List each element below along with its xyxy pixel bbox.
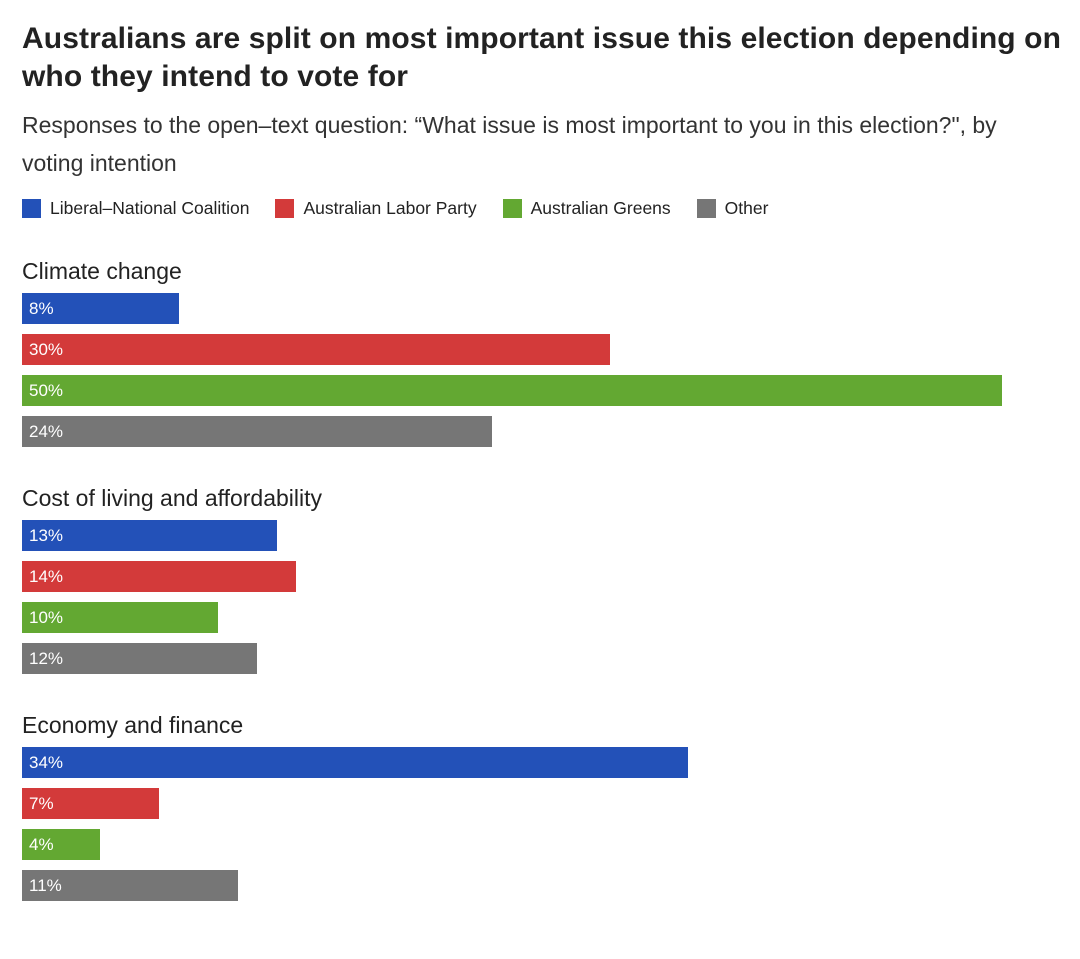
group-title: Cost of living and affordability <box>22 485 323 511</box>
bar-row: 11% <box>22 870 1062 901</box>
legend-label-other: Other <box>724 197 769 218</box>
bar-value-label: 50% <box>29 380 64 400</box>
legend-item-labor: Australian Labor Party <box>275 197 477 219</box>
bar-other: 11% <box>22 870 238 901</box>
chart-container: Australians are split on most important … <box>22 20 1062 935</box>
legend-label-greens: Australian Greens <box>530 197 671 218</box>
bar-group-economy-and-finance: Economy and finance 34% 7% 4% 11% <box>22 708 1062 901</box>
bar-groups: Climate change 8% 30% 50% 24% Cost of living … <box>22 254 1062 901</box>
bar-row: 30% <box>22 334 1062 365</box>
legend-label-labor: Australian Labor Party <box>303 197 477 218</box>
legend-swatch-other <box>696 198 716 218</box>
bar-row: 34% <box>22 747 1062 778</box>
bar-row: 13% <box>22 520 1062 551</box>
bar-value-label: 14% <box>29 566 64 586</box>
bar-row: 10% <box>22 602 1062 633</box>
bar-greens: 50% <box>22 375 1002 406</box>
legend-swatch-coalition <box>22 198 41 218</box>
bar-value-label: 13% <box>29 525 64 545</box>
bar-value-label: 24% <box>29 421 64 441</box>
bar-value-label: 4% <box>29 834 54 854</box>
legend-item-greens: Australian Greens <box>502 197 671 219</box>
bar-coalition: 8% <box>22 293 179 324</box>
bar-value-label: 11% <box>29 875 62 895</box>
bar-coalition: 34% <box>22 747 688 778</box>
bar-row: 14% <box>22 561 1062 592</box>
bar-value-label: 7% <box>29 793 54 813</box>
bar-other: 24% <box>22 416 492 447</box>
bar-row: 50% <box>22 375 1062 406</box>
bar-value-label: 10% <box>29 607 64 627</box>
bar-row: 24% <box>22 416 1062 447</box>
bar-labor: 30% <box>22 334 610 365</box>
bar-value-label: 30% <box>29 339 64 359</box>
bar-labor: 7% <box>22 788 159 819</box>
chart-title: Australians are split on most important … <box>22 22 1062 93</box>
group-title: Climate change <box>22 258 182 284</box>
bar-row: 12% <box>22 643 1062 674</box>
bar-other: 12% <box>22 643 257 674</box>
bar-greens: 4% <box>22 829 100 860</box>
legend: Liberal–National Coalition Australian La… <box>22 196 1062 220</box>
bar-value-label: 34% <box>29 752 64 772</box>
bar-coalition: 13% <box>22 520 277 551</box>
chart-subtitle: Responses to the open–text question: “Wh… <box>22 112 997 176</box>
bar-labor: 14% <box>22 561 296 592</box>
bar-value-label: 8% <box>29 298 54 318</box>
bar-group-climate-change: Climate change 8% 30% 50% 24% <box>22 254 1062 447</box>
bar-group-cost-of-living-and-affordability: Cost of living and affordability 13% 14% 10… <box>22 481 1062 674</box>
legend-label-coalition: Liberal–National Coalition <box>50 197 250 218</box>
legend-item-other: Other <box>696 197 769 219</box>
bar-row: 8% <box>22 293 1062 324</box>
bar-value-label: 12% <box>29 648 64 668</box>
legend-swatch-labor <box>275 198 295 218</box>
bar-greens: 10% <box>22 602 218 633</box>
bar-row: 7% <box>22 788 1062 819</box>
bar-row: 4% <box>22 829 1062 860</box>
legend-item-coalition: Liberal–National Coalition <box>22 198 249 219</box>
group-title: Economy and finance <box>22 712 244 738</box>
legend-swatch-greens <box>502 198 522 218</box>
